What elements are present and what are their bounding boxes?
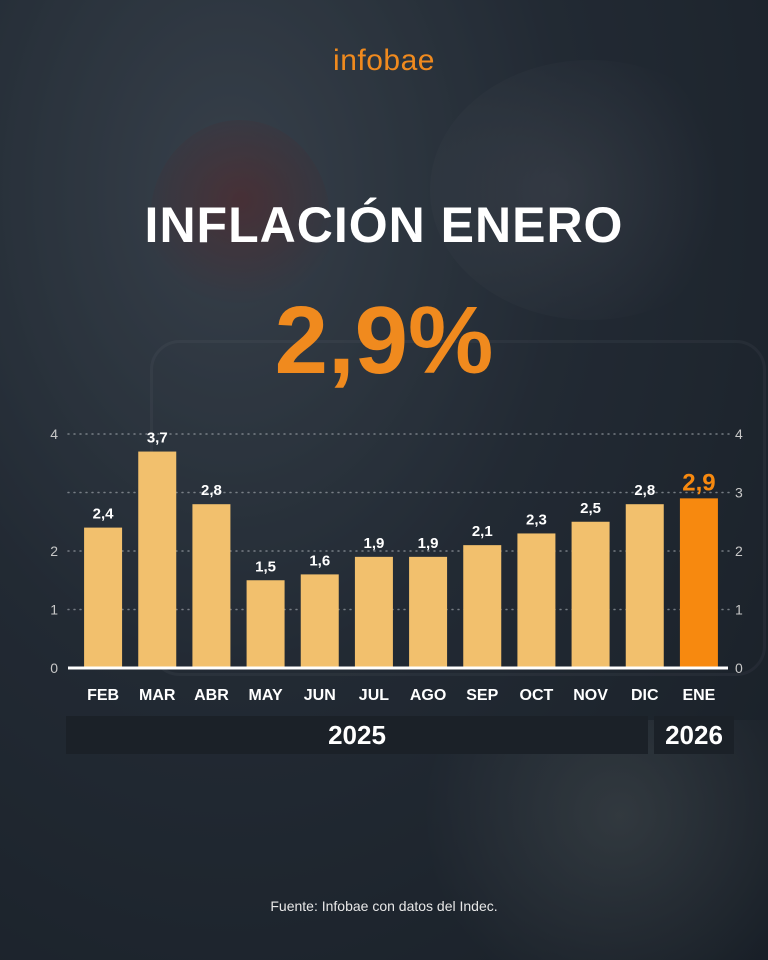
value-label-abr: 2,8 (201, 482, 222, 499)
value-label-dic: 2,8 (634, 482, 655, 499)
bar-feb (84, 527, 123, 668)
year-label-2026: 2026 (654, 716, 734, 754)
x-tick-mar: MAR (139, 687, 176, 700)
bar-sep (463, 545, 502, 668)
value-label-may: 1,5 (255, 558, 276, 575)
value-label-ene: 2,9 (682, 469, 715, 496)
y-tick-right: 2 (735, 543, 743, 559)
bar-abr (192, 504, 231, 668)
y-tick-right: 1 (735, 602, 743, 618)
y-tick-right: 4 (735, 426, 743, 442)
source-note: Fuente: Infobae con datos del Indec. (270, 898, 498, 914)
y-tick-left: 0 (50, 660, 58, 676)
y-tick-left: 4 (50, 426, 58, 442)
x-tick-jun: JUN (304, 687, 336, 700)
value-label-mar: 3,7 (147, 430, 168, 447)
x-tick-ene: ENE (682, 687, 715, 700)
x-tick-abr: ABR (194, 687, 229, 700)
value-label-feb: 2,4 (93, 506, 115, 523)
x-tick-jul: JUL (359, 687, 389, 700)
year-label-2025: 2025 (66, 716, 648, 754)
value-label-ago: 1,9 (418, 535, 439, 552)
bar-oct (517, 533, 556, 668)
bar-dic (625, 504, 664, 668)
x-tick-dic: DIC (631, 687, 659, 700)
x-tick-oct: OCT (520, 687, 554, 700)
infobae-logo: infobae (333, 44, 435, 77)
headline-value: 2,9% (274, 287, 494, 394)
y-tick-right: 0 (735, 660, 743, 676)
x-tick-ago: AGO (410, 687, 446, 700)
value-label-jul: 1,9 (363, 535, 384, 552)
x-tick-feb: FEB (87, 687, 119, 700)
y-tick-left: 2 (50, 543, 58, 559)
value-label-oct: 2,3 (526, 511, 547, 528)
bar-nov (571, 521, 610, 668)
bar-ago (409, 556, 448, 668)
bar-jun (300, 574, 339, 668)
y-tick-right: 3 (735, 485, 743, 501)
bar-may (246, 580, 285, 668)
value-label-sep: 2,1 (472, 523, 493, 540)
y-tick-left: 1 (50, 602, 58, 618)
bar-ene (679, 498, 718, 668)
value-label-jun: 1,6 (309, 552, 330, 569)
value-label-nov: 2,5 (580, 500, 601, 517)
inflation-bar-chart: 0 1 2 4 0 1 2 3 4 2,4 FEB 3,7 MAR 2,8 ABR 1,5 MAY 1,6 JUN 1… (50, 426, 743, 700)
x-tick-may: MAY (249, 687, 283, 700)
x-tick-nov: NOV (573, 687, 608, 700)
bar-mar (138, 451, 177, 668)
x-tick-sep: SEP (466, 687, 498, 700)
bar-jul (354, 556, 393, 668)
page-title: INFLACIÓN ENERO (144, 197, 624, 253)
